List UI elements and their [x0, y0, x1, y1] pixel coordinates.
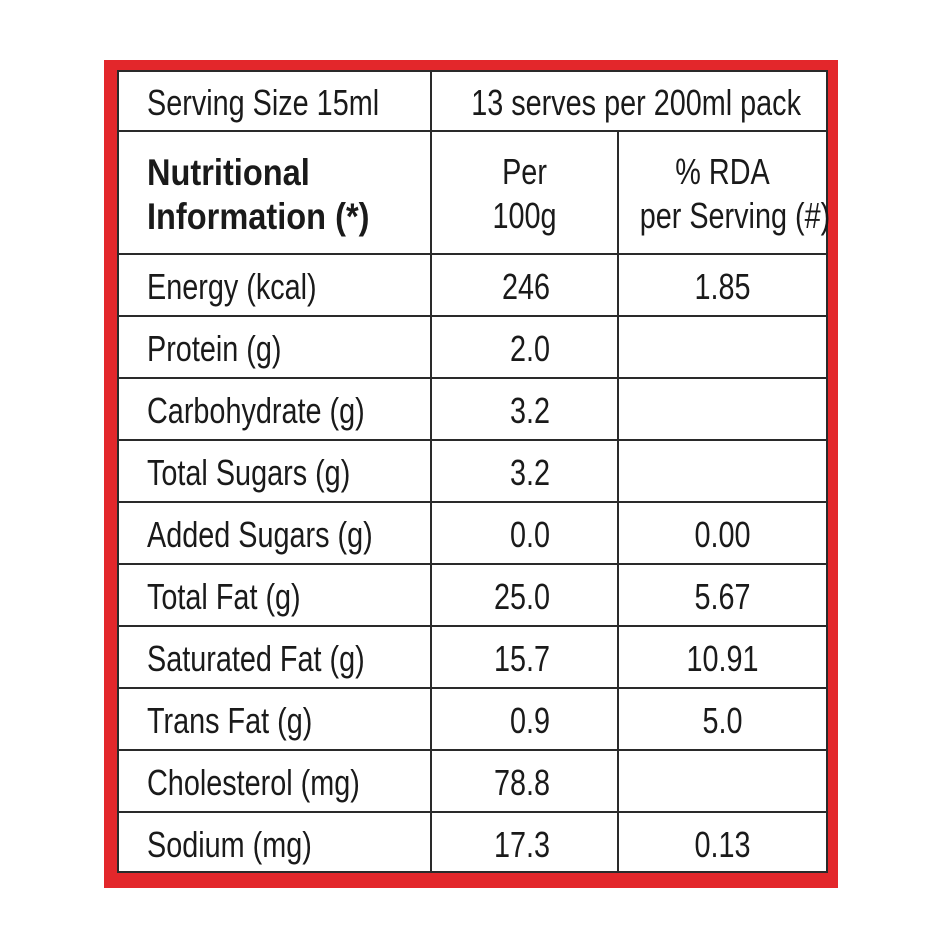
rda-value: 0.00	[694, 514, 751, 555]
header-nutritional: Nutritional	[147, 152, 310, 193]
nutrient-name: Protein (g)	[147, 328, 282, 369]
rda-value: 5.0	[702, 700, 743, 741]
per-100g-value: 3.2	[509, 390, 550, 431]
row-divider	[119, 749, 826, 751]
nutrient-name: Carbohydrate (g)	[147, 390, 365, 431]
column-divider	[430, 72, 432, 871]
per-100g-value: 3.2	[509, 452, 550, 493]
row-divider	[119, 253, 826, 255]
nutrient-name: Energy (kcal)	[147, 266, 317, 307]
nutrient-name: Added Sugars (g)	[147, 514, 373, 555]
row-divider	[119, 501, 826, 503]
row-divider	[119, 563, 826, 565]
rda-value: 5.67	[694, 576, 751, 617]
serves-per-pack: 13 serves per 200ml pack	[471, 82, 801, 123]
per-100g-value: 246	[501, 266, 550, 307]
per-100g-value: 25.0	[493, 576, 550, 617]
row-divider	[119, 811, 826, 813]
per-100g-value: 0.0	[509, 514, 550, 555]
nutrient-name: Saturated Fat (g)	[147, 638, 365, 679]
row-divider	[119, 315, 826, 317]
nutrient-name: Cholesterol (mg)	[147, 762, 360, 803]
per-100g-value: 78.8	[493, 762, 550, 803]
rda-value: 0.13	[694, 824, 751, 865]
nutrient-name: Sodium (mg)	[147, 824, 312, 865]
per-100g-value: 2.0	[509, 328, 550, 369]
nutrient-name: Total Sugars (g)	[147, 452, 351, 493]
row-divider	[119, 687, 826, 689]
header-per-serving: per Serving (#)	[639, 195, 831, 236]
header-rda: % RDA	[675, 151, 770, 192]
header-100g: 100g	[492, 195, 557, 236]
header-per: Per	[502, 151, 547, 192]
per-100g-value: 0.9	[509, 700, 550, 741]
nutrient-name: Trans Fat (g)	[147, 700, 313, 741]
row-divider	[119, 625, 826, 627]
header-information: Information (*)	[147, 196, 370, 237]
serving-size: Serving Size 15ml	[147, 82, 380, 123]
row-divider	[119, 377, 826, 379]
per-100g-value: 17.3	[493, 824, 550, 865]
rda-value: 1.85	[694, 266, 751, 307]
nutrient-name: Total Fat (g)	[147, 576, 301, 617]
per-100g-value: 15.7	[493, 638, 550, 679]
row-divider	[119, 130, 826, 132]
nutrition-table: Serving Size 15ml 13 serves per 200ml pa…	[117, 70, 831, 873]
row-divider	[119, 439, 826, 441]
rda-value: 10.91	[686, 638, 759, 679]
